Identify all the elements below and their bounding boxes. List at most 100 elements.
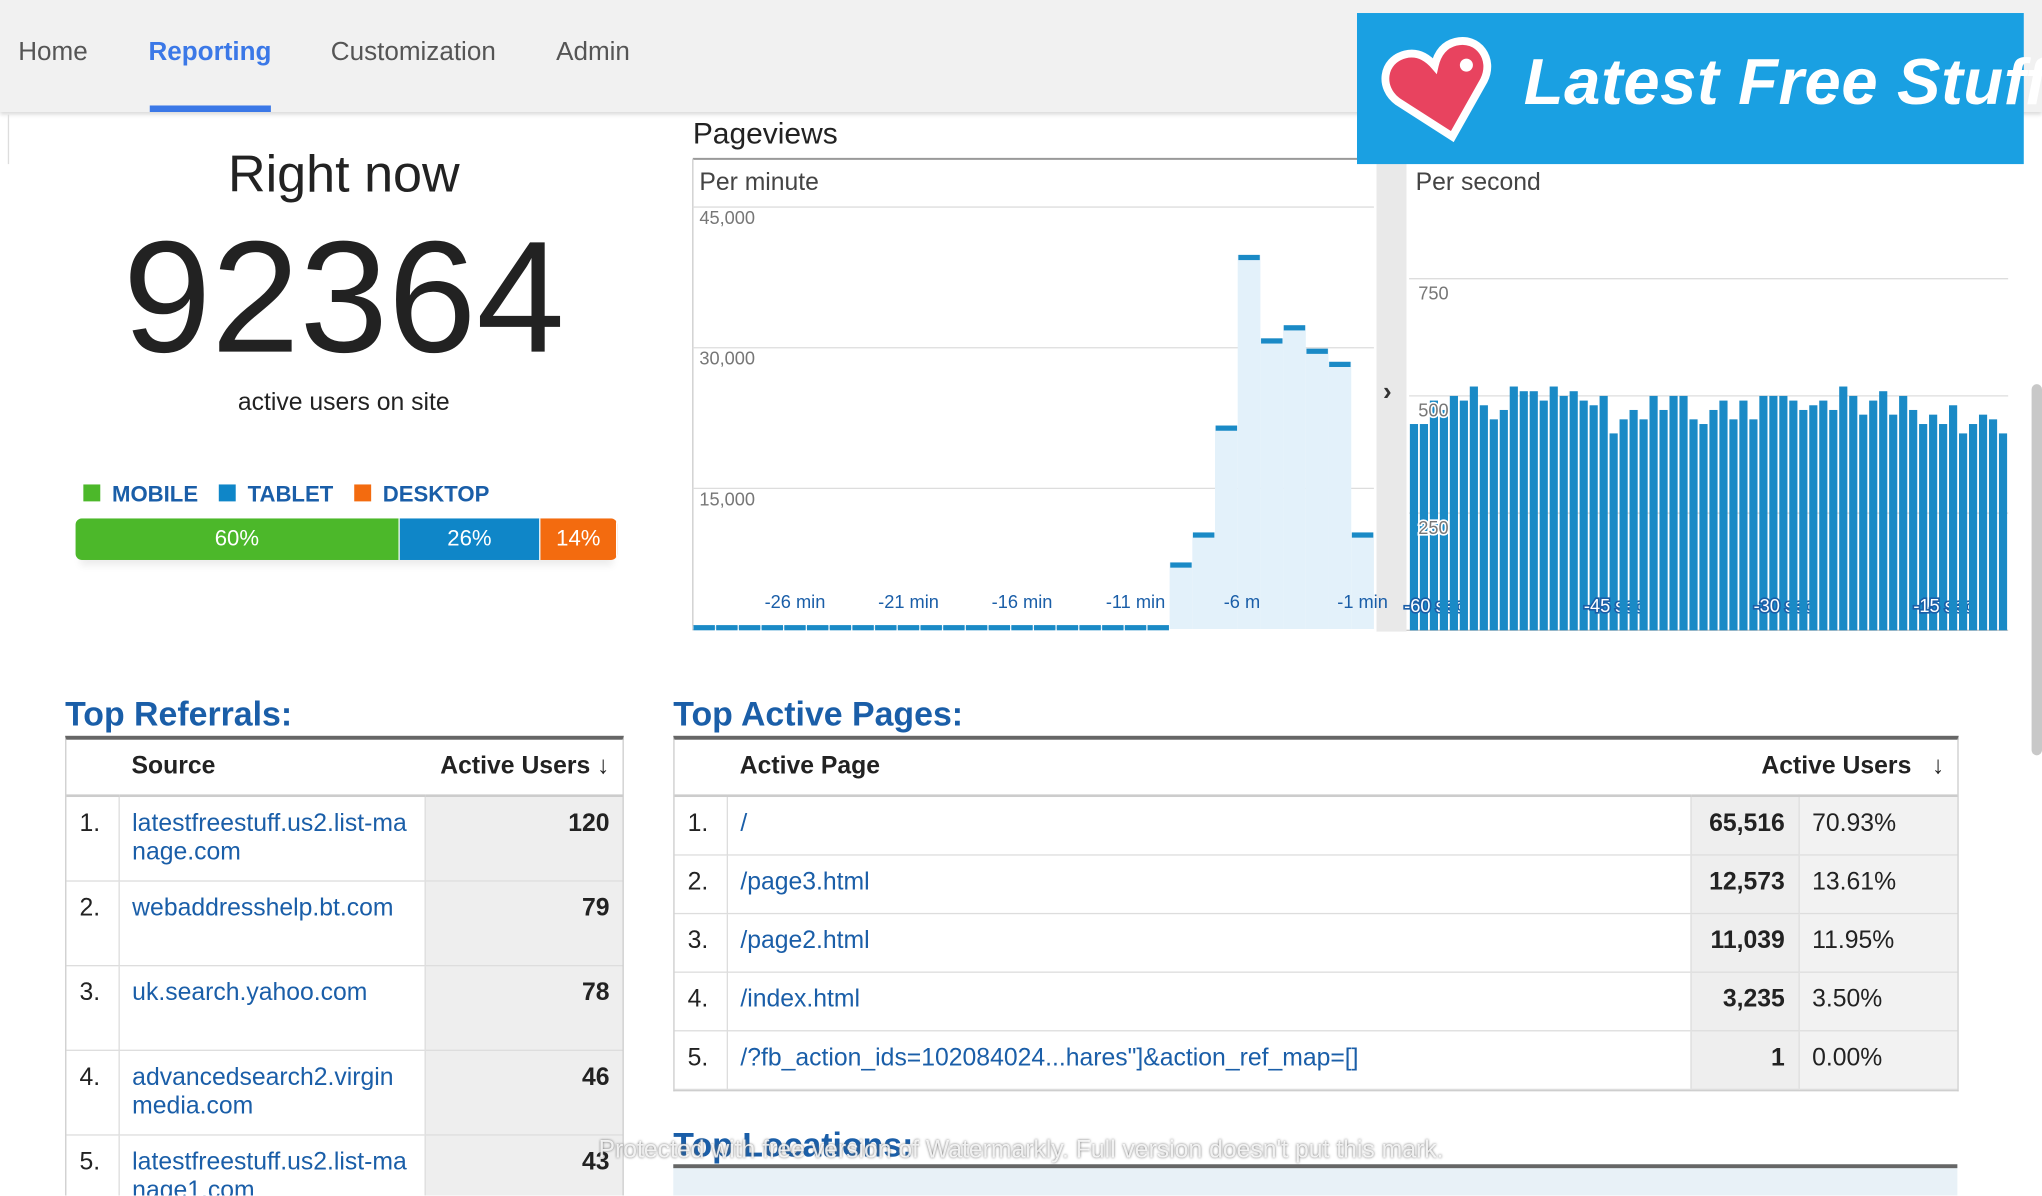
- row-index: 4.: [674, 972, 728, 1032]
- bar: [1739, 400, 1748, 631]
- source-cell: webaddresshelp.bt.com: [118, 881, 425, 967]
- bar-cap: [875, 625, 897, 631]
- legend-label: MOBILE: [111, 481, 199, 507]
- page-link[interactable]: /?fb_action_ids=102084024...hares"]&acti…: [740, 1044, 1359, 1072]
- source-link[interactable]: webaddresshelp.bt.com: [132, 894, 394, 923]
- bar: [1419, 424, 1429, 631]
- source-cell: uk.search.yahoo.com: [118, 965, 425, 1051]
- bar-cap: [920, 625, 942, 631]
- bar: [1819, 400, 1828, 631]
- value-label: 14%: [556, 526, 601, 551]
- nav-customization[interactable]: Customization: [330, 37, 496, 67]
- page-link[interactable]: /index.html: [740, 985, 861, 1014]
- users-cell: 3,235: [1689, 972, 1799, 1032]
- bar: [1759, 395, 1768, 631]
- nav-home[interactable]: Home: [18, 37, 88, 67]
- header-page: Active Page: [726, 739, 1691, 798]
- bar: [1529, 391, 1538, 631]
- referrals-title: Top Referrals:: [65, 694, 293, 734]
- bar: [1559, 395, 1568, 631]
- nav-admin[interactable]: Admin: [556, 37, 630, 67]
- device-segment: 14%: [540, 518, 618, 560]
- bar-cap: [965, 625, 988, 631]
- locations-title: Top Locations:: [673, 1125, 914, 1165]
- page-link[interactable]: /page3.html: [740, 868, 870, 896]
- bar: [1409, 424, 1419, 631]
- bar-cap: [716, 625, 738, 631]
- bar: [1459, 400, 1468, 631]
- source-link[interactable]: latestfreestuff.us2.list-manage1.com: [132, 1148, 407, 1196]
- bar: [1283, 325, 1306, 630]
- nav-reporting[interactable]: Reporting: [148, 37, 272, 67]
- active-caption: active users on site: [237, 389, 450, 417]
- y-tick-label: 250: [1418, 517, 1448, 538]
- chart-subtitle: Per second: [1416, 169, 1541, 196]
- percent-cell: 3.50%: [1797, 972, 1958, 1032]
- edge: [0, 114, 10, 165]
- bar: [1237, 254, 1261, 630]
- bar: [1919, 424, 1928, 631]
- expand-arrow[interactable]: ›: [1383, 377, 1392, 407]
- bar-cap: [1011, 625, 1033, 631]
- bar: [1649, 395, 1658, 631]
- bar-cap: [829, 625, 852, 631]
- source-link[interactable]: uk.search.yahoo.com: [132, 979, 368, 1007]
- bar-cap: [1351, 532, 1374, 538]
- source-link[interactable]: latestfreestuff.us2.list-manage.com: [132, 810, 407, 867]
- bar: [1769, 395, 1778, 631]
- legend-label: TABLET: [247, 481, 334, 507]
- bar: [1968, 424, 1978, 631]
- header-users[interactable]: Active Users ↓: [1690, 739, 1958, 798]
- logo-heart: [1381, 37, 1492, 143]
- percent-cell: 70.93%: [1797, 795, 1958, 856]
- watermark: Protected with free version of Watermark…: [598, 1136, 1444, 1165]
- bar-cap: [1102, 625, 1124, 631]
- x-tick-label: -1 min: [1337, 591, 1388, 612]
- device-bar: 60% 26% 14%: [75, 518, 618, 560]
- bar-cap: [1056, 625, 1079, 631]
- bar: [1719, 400, 1728, 631]
- page-link[interactable]: /: [740, 810, 748, 838]
- bar: [1899, 395, 1908, 631]
- bar-cap: [1283, 325, 1306, 331]
- y-tick-label: 15,000: [699, 488, 755, 509]
- bar: [1949, 405, 1958, 631]
- value-label: 26%: [447, 526, 492, 551]
- bar: [1639, 419, 1648, 631]
- row-index: 1.: [66, 795, 120, 882]
- x-tick-label: -26 min: [765, 591, 826, 612]
- bar: [1939, 424, 1948, 631]
- header-label: Active Users: [1761, 752, 1912, 781]
- x-tick-label: -16 min: [992, 591, 1053, 612]
- bar-cap: [852, 625, 874, 631]
- table: Active Page Active Users ↓ 1. / 65,516 70.93…: [674, 739, 1958, 1091]
- active-tab-indicator: [149, 105, 271, 112]
- bar: [1988, 419, 1998, 631]
- bar: [1789, 400, 1798, 631]
- bar-cap: [784, 625, 806, 631]
- y-tick-label: 45,000: [699, 207, 755, 228]
- table-row: 4. advancedsearch2.virginmedia.com 46: [66, 1050, 623, 1136]
- bar: [1439, 409, 1448, 631]
- source-link[interactable]: advancedsearch2.virginmedia.com: [132, 1063, 394, 1120]
- scrollbar[interactable]: [2031, 384, 2042, 756]
- users-cell: 46: [423, 1050, 623, 1136]
- legend-swatch: [83, 484, 101, 502]
- bar-cap: [1261, 338, 1283, 344]
- table-row: 2. webaddresshelp.bt.com 79: [66, 881, 623, 967]
- bar: [1809, 405, 1818, 631]
- users-cell: 1: [1689, 1030, 1799, 1091]
- header-users[interactable]: Active Users ↓: [424, 739, 623, 798]
- bar: [1260, 338, 1284, 630]
- pageviews-title: Pageviews: [692, 115, 838, 150]
- page-cell: /page2.html: [726, 913, 1691, 973]
- bar-cap: [1329, 361, 1351, 367]
- bar: [1869, 400, 1878, 631]
- page-link[interactable]: /page2.html: [740, 927, 870, 955]
- bar-cap: [1079, 625, 1101, 631]
- row-index: 4.: [66, 1050, 120, 1136]
- bar: [1519, 391, 1528, 631]
- header-source: Source: [118, 739, 425, 798]
- bar-cap: [1238, 254, 1260, 261]
